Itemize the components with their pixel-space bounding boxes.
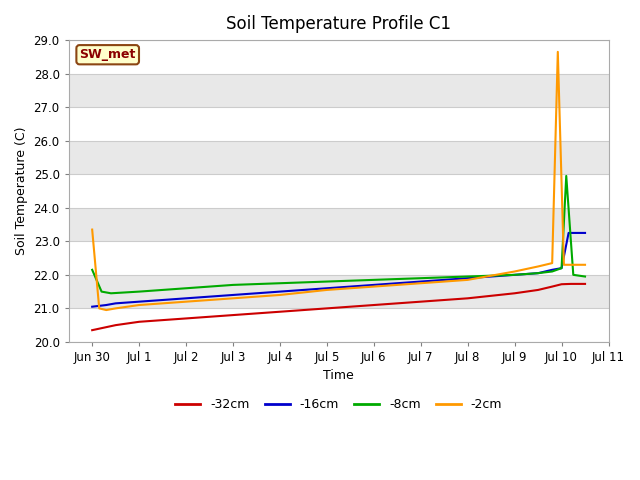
Bar (68, 241, 609, 275)
Legend: -32cm, -16cm, -8cm, -2cm: -32cm, -16cm, -8cm, -2cm (170, 394, 507, 417)
Bar (68, 174, 609, 208)
Title: Soil Temperature Profile C1: Soil Temperature Profile C1 (226, 15, 451, 33)
X-axis label: Time: Time (323, 370, 354, 383)
Bar (68, 73, 609, 107)
Bar (68, 107, 609, 141)
Bar (68, 275, 609, 308)
Bar (68, 141, 609, 174)
Y-axis label: Soil Temperature (C): Soil Temperature (C) (15, 127, 28, 255)
Text: SW_met: SW_met (79, 48, 136, 61)
Bar (68, 40, 609, 73)
Bar (68, 308, 609, 342)
Bar (68, 208, 609, 241)
